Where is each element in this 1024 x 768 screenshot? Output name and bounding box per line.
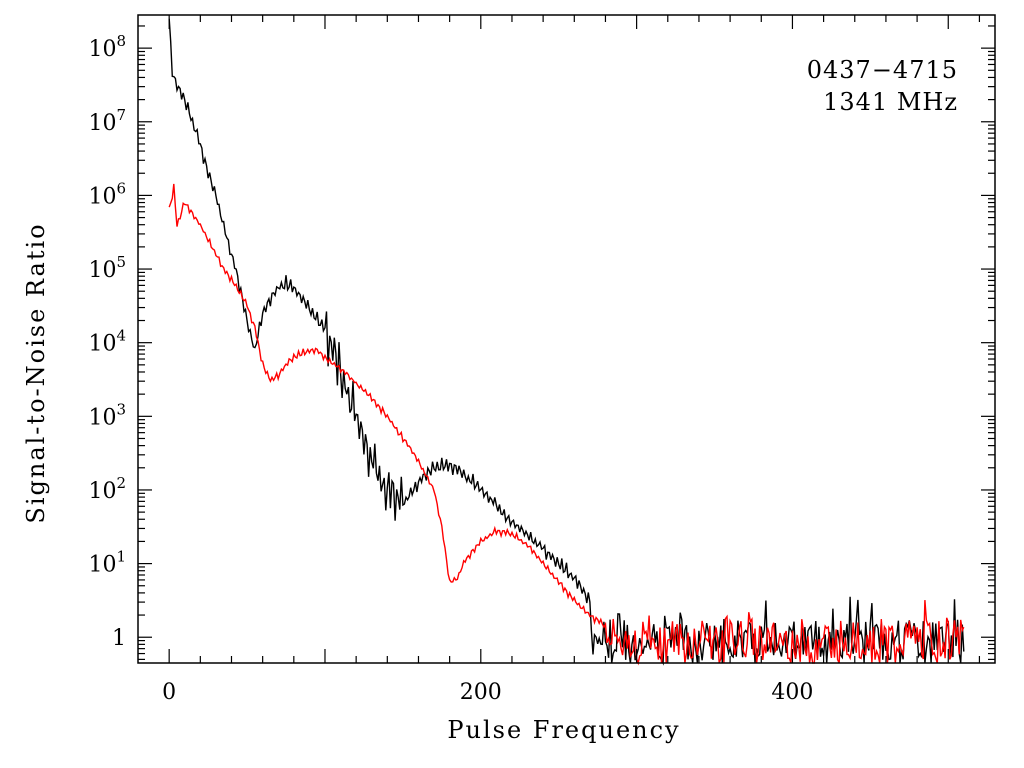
y-tick-label: 103 xyxy=(88,400,126,430)
ticks-layer xyxy=(138,15,995,663)
y-tick-label: 102 xyxy=(88,474,126,504)
series-red-line xyxy=(168,183,965,666)
x-tick-label: 200 xyxy=(460,680,502,705)
annotation-source: 0437−4715 xyxy=(807,56,958,84)
labels-layer: 0 200 400 1 101 102 103 104 105 106 107 108 xyxy=(88,32,813,705)
x-tick-label: 0 xyxy=(162,680,176,705)
annotation-frequency: 1341 MHz xyxy=(823,88,958,116)
plot-frame xyxy=(137,14,996,664)
y-tick-label: 107 xyxy=(88,106,126,136)
y-tick-label: 108 xyxy=(88,32,126,62)
y-tick-label: 104 xyxy=(88,327,126,357)
y-tick-label: 101 xyxy=(88,548,126,578)
y-tick-label: 106 xyxy=(88,179,126,209)
y-tick-label: 1 xyxy=(112,626,126,651)
y-tick-label: 105 xyxy=(88,253,126,283)
series-layer xyxy=(168,18,965,666)
y-axis-label: Signal-to-Noise Ratio xyxy=(22,222,50,523)
x-axis-label: Pulse Frequency xyxy=(447,716,680,744)
x-tick-label: 400 xyxy=(771,680,813,705)
